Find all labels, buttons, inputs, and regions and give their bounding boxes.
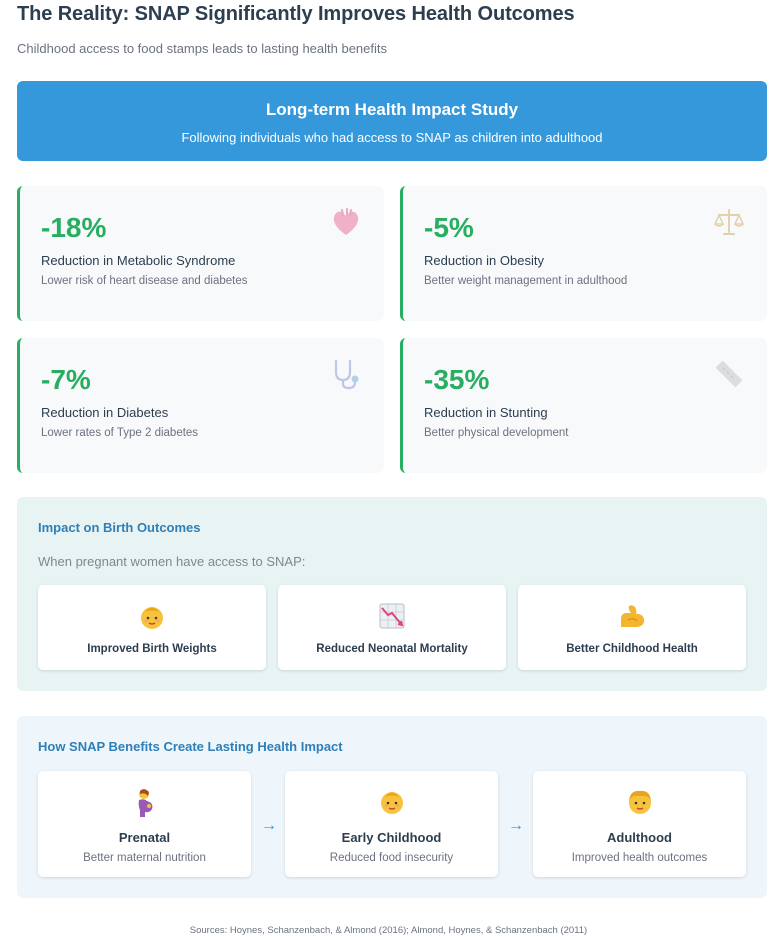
person-icon <box>628 790 651 814</box>
stage-name: Adulthood <box>607 830 672 845</box>
stat-value: -5% <box>424 212 474 243</box>
stat-card-stunting: -35% Reduction in Stunting Better physic… <box>400 338 767 473</box>
birth-outcome-card: Better Childhood Health <box>518 585 746 670</box>
stat-description: Better weight management in adulthood <box>424 275 628 287</box>
stage-card-adulthood: Adulthood Improved health outcomes <box>533 771 746 877</box>
study-banner: Long-term Health Impact Study Following … <box>17 81 767 161</box>
stat-value: -18% <box>41 212 107 243</box>
stage-name: Prenatal <box>118 830 171 845</box>
birth-outcome-label: Reduced Neonatal Mortality <box>316 643 468 655</box>
stat-label: Reduction in Obesity <box>424 253 544 268</box>
section-title: How SNAP Benefits Create Lasting Health … <box>38 739 343 754</box>
stat-card-metabolic-syndrome: -18% Reduction in Metabolic Syndrome Low… <box>17 186 384 321</box>
baby-icon <box>141 607 163 629</box>
chart-decreasing-icon <box>379 603 405 629</box>
flexed-biceps-icon <box>621 605 645 627</box>
stage-description: Better maternal nutrition <box>83 852 206 864</box>
stat-value: -7% <box>41 364 91 395</box>
stage-description: Reduced food insecurity <box>329 852 454 864</box>
stat-label: Reduction in Stunting <box>424 405 548 420</box>
stethoscope-icon <box>334 359 359 390</box>
stat-card-obesity: -5% Reduction in Obesity Better weight m… <box>400 186 767 321</box>
balance-scale-icon <box>713 209 745 235</box>
stat-card-diabetes: -7% Reduction in Diabetes Lower rates of… <box>17 338 384 473</box>
birth-outcome-label: Better Childhood Health <box>566 643 698 655</box>
stat-description: Better physical development <box>424 427 569 439</box>
stage-name: Early Childhood <box>341 830 442 845</box>
banner-subtitle: Following individuals who had access to … <box>181 130 603 145</box>
birth-outcomes-section: Impact on Birth Outcomes When pregnant w… <box>17 497 767 691</box>
section-subtitle: When pregnant women have access to SNAP: <box>38 554 306 569</box>
page-subtitle: Childhood access to food stamps leads to… <box>17 41 388 56</box>
section-title: Impact on Birth Outcomes <box>38 520 201 535</box>
birth-outcome-card: Reduced Neonatal Mortality <box>278 585 506 670</box>
anatomical-heart-icon <box>333 208 359 235</box>
stage-card-prenatal: Prenatal Better maternal nutrition <box>38 771 251 877</box>
ruler-icon <box>715 360 743 388</box>
stat-description: Lower risk of heart disease and diabetes <box>41 275 248 287</box>
stat-value: -35% <box>424 364 490 395</box>
page-title: The Reality: SNAP Significantly Improves… <box>17 3 575 25</box>
baby-icon <box>380 792 403 814</box>
lasting-impact-section: How SNAP Benefits Create Lasting Health … <box>17 716 767 898</box>
sources-footnote: Sources: Hoynes, Schanzenbach, & Almond … <box>189 925 588 936</box>
stat-label: Reduction in Diabetes <box>41 405 169 420</box>
arrow-right-icon: → <box>261 817 277 834</box>
stage-description: Improved health outcomes <box>571 852 708 864</box>
stat-description: Lower rates of Type 2 diabetes <box>41 427 199 439</box>
stage-card-early-childhood: Early Childhood Reduced food insecurity <box>285 771 498 877</box>
stat-label: Reduction in Metabolic Syndrome <box>41 253 236 268</box>
pregnant-woman-icon <box>138 789 152 817</box>
birth-outcome-card: Improved Birth Weights <box>38 585 266 670</box>
banner-title: Long-term Health Impact Study <box>265 100 519 119</box>
birth-outcome-label: Improved Birth Weights <box>87 643 217 655</box>
arrow-right-icon: → <box>508 817 524 834</box>
